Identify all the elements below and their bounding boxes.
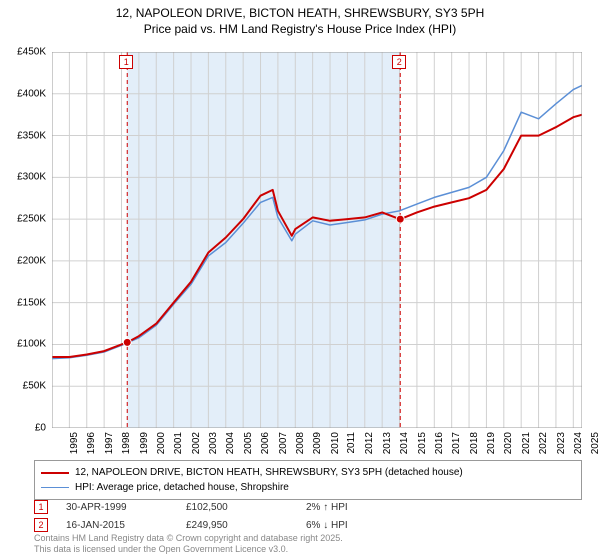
legend-row-price-paid: 12, NAPOLEON DRIVE, BICTON HEATH, SHREWS…	[41, 465, 575, 480]
x-tick-label: 2006	[260, 432, 271, 454]
y-tick-label: £300K	[17, 172, 46, 183]
x-tick-label: 2016	[434, 432, 445, 454]
sale-date: 16-JAN-2015	[66, 520, 176, 531]
x-tick-label: 2009	[312, 432, 323, 454]
legend-row-hpi: HPI: Average price, detached house, Shro…	[41, 480, 575, 495]
x-tick-label: 2004	[225, 432, 236, 454]
x-tick-label: 2001	[173, 432, 184, 454]
sale-row: 1 30-APR-1999 £102,500 2% ↑ HPI	[34, 498, 582, 516]
footnote-line-1: Contains HM Land Registry data © Crown c…	[34, 533, 582, 545]
legend-label-hpi: HPI: Average price, detached house, Shro…	[75, 480, 289, 495]
x-tick-label: 2014	[399, 432, 410, 454]
x-tick-label: 2003	[208, 432, 219, 454]
x-tick-label: 2008	[295, 432, 306, 454]
x-tick-label: 2000	[156, 432, 167, 454]
sale-marker-flag: 1	[119, 55, 133, 69]
sale-row: 2 16-JAN-2015 £249,950 6% ↓ HPI	[34, 516, 582, 534]
x-tick-label: 2023	[555, 432, 566, 454]
x-tick-label: 2019	[486, 432, 497, 454]
x-tick-label: 2017	[451, 432, 462, 454]
y-tick-label: £450K	[17, 47, 46, 58]
x-tick-label: 2025	[590, 432, 600, 454]
x-tick-label: 1995	[69, 432, 80, 454]
y-axis-labels: £0£50K£100K£150K£200K£250K£300K£350K£400…	[0, 52, 50, 428]
x-axis-labels: 1995 1996 1997 1998 1999 2000 2001 2002 2003 2004…	[52, 430, 582, 456]
legend: 12, NAPOLEON DRIVE, BICTON HEATH, SHREWS…	[34, 460, 582, 500]
chart-title-block: 12, NAPOLEON DRIVE, BICTON HEATH, SHREWS…	[0, 0, 600, 37]
title-line-1: 12, NAPOLEON DRIVE, BICTON HEATH, SHREWS…	[0, 6, 600, 22]
sale-data-rows: 1 30-APR-1999 £102,500 2% ↑ HPI 2 16-JAN-2015…	[34, 498, 582, 534]
sale-price: £102,500	[186, 502, 296, 513]
legend-swatch-hpi	[41, 487, 69, 489]
x-tick-label: 2021	[521, 432, 532, 454]
x-tick-label: 2005	[243, 432, 254, 454]
sale-marker-icon: 2	[34, 518, 48, 532]
x-tick-label: 2013	[382, 432, 393, 454]
footnote: Contains HM Land Registry data © Crown c…	[34, 533, 582, 556]
x-tick-label: 1998	[121, 432, 132, 454]
y-tick-label: £350K	[17, 130, 46, 141]
footnote-line-2: This data is licensed under the Open Gov…	[34, 544, 582, 556]
y-tick-label: £50K	[23, 381, 46, 392]
sale-marker-flag: 2	[392, 55, 406, 69]
x-tick-label: 2012	[364, 432, 375, 454]
x-tick-label: 2002	[190, 432, 201, 454]
x-tick-label: 2007	[277, 432, 288, 454]
x-tick-label: 2022	[538, 432, 549, 454]
y-tick-label: £0	[35, 423, 46, 434]
y-tick-label: £150K	[17, 297, 46, 308]
y-tick-label: £200K	[17, 255, 46, 266]
y-tick-label: £250K	[17, 214, 46, 225]
sale-delta: 6% ↓ HPI	[306, 520, 582, 531]
sale-date: 30-APR-1999	[66, 502, 176, 513]
y-tick-label: £400K	[17, 88, 46, 99]
x-tick-label: 2010	[329, 432, 340, 454]
x-tick-label: 2011	[346, 432, 357, 454]
sale-price: £249,950	[186, 520, 296, 531]
sale-marker-icon: 1	[34, 500, 48, 514]
chart-svg	[52, 52, 582, 428]
title-line-2: Price paid vs. HM Land Registry's House …	[0, 22, 600, 38]
y-tick-label: £100K	[17, 339, 46, 350]
x-tick-label: 1996	[86, 432, 97, 454]
chart-plot-area	[52, 52, 582, 428]
x-tick-label: 2020	[503, 432, 514, 454]
sale-delta: 2% ↑ HPI	[306, 502, 582, 513]
x-tick-label: 2024	[573, 432, 584, 454]
x-tick-label: 1997	[104, 432, 115, 454]
legend-swatch-price-paid	[41, 472, 69, 474]
legend-label-price-paid: 12, NAPOLEON DRIVE, BICTON HEATH, SHREWS…	[75, 465, 463, 480]
x-tick-label: 2015	[416, 432, 427, 454]
x-tick-label: 1999	[138, 432, 149, 454]
x-tick-label: 2018	[468, 432, 479, 454]
